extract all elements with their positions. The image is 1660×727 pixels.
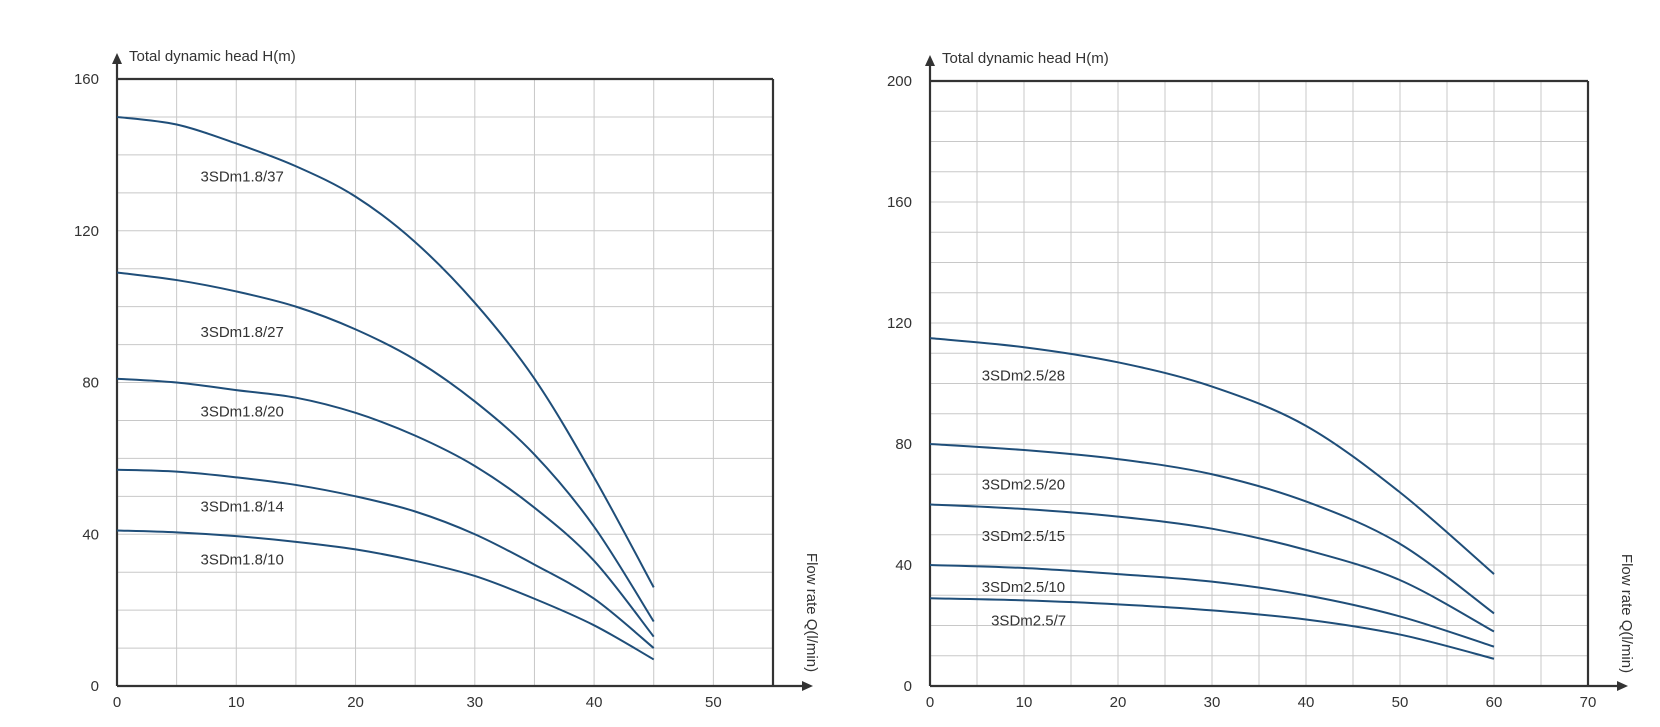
x-tick-label: 50: [705, 694, 722, 711]
x-tick-label: 0: [113, 694, 121, 711]
series-line: [116, 271, 655, 623]
y-tick-label: 40: [895, 557, 912, 574]
y-tick-label: 0: [91, 678, 99, 695]
x-tick-label: 20: [1110, 694, 1127, 711]
right-chart: 0 10 20 30 40 50 60 70 0 40 80 120 160 200 Total dynam…: [887, 50, 1635, 711]
x-tick-label: 60: [1486, 694, 1503, 711]
series-label: 3SDm2.5/7: [991, 613, 1066, 630]
x-axis-label: Flow rate Q(l/min): [803, 553, 820, 672]
x-axis-arrow-icon: [802, 681, 813, 691]
series-label: 3SDm2.5/20: [982, 476, 1065, 493]
x-tick-label: 70: [1580, 694, 1597, 711]
x-tick-label: 0: [926, 694, 934, 711]
x-axis-label: Flow rate Q(l/min): [1618, 554, 1635, 673]
series-label: 3SDm1.8/20: [200, 404, 283, 421]
y-axis-label: Total dynamic head H(m): [129, 48, 296, 65]
y-tick-label: 120: [887, 315, 912, 332]
x-tick-label: 50: [1392, 694, 1409, 711]
series-line: [116, 115, 655, 588]
series-line: [929, 443, 1495, 615]
y-tick-label: 160: [887, 194, 912, 211]
y-axis-label: Total dynamic head H(m): [942, 50, 1109, 67]
series-label: 3SDm2.5/10: [982, 579, 1065, 596]
y-tick-label: 40: [82, 526, 99, 543]
series-label: 3SDm1.8/14: [200, 498, 283, 515]
series-line: [116, 468, 655, 649]
y-tick-label: 80: [82, 375, 99, 392]
series-label: 3SDm2.5/28: [982, 367, 1065, 384]
series-label: 3SDm2.5/15: [982, 528, 1065, 545]
series-label: 3SDm1.8/27: [200, 324, 283, 341]
series-label: 3SDm1.8/10: [200, 552, 283, 569]
left-chart: 0 10 20 30 40 50 0 40 80 120 160 Total dynamic head…: [74, 48, 820, 711]
grid: [930, 81, 1588, 686]
y-tick-label: 0: [904, 678, 912, 695]
series-label: 3SDm1.8/37: [200, 168, 283, 185]
x-axis-arrow-icon: [1617, 681, 1628, 691]
x-tick-label: 10: [1016, 694, 1033, 711]
x-tick-label: 20: [347, 694, 364, 711]
y-tick-label: 200: [887, 73, 912, 90]
series-line: [929, 337, 1495, 575]
series-line: [116, 377, 655, 638]
x-tick-label: 40: [1298, 694, 1315, 711]
y-tick-label: 160: [74, 71, 99, 88]
series-line: [116, 529, 655, 661]
y-tick-label: 80: [895, 436, 912, 453]
series-line: [929, 564, 1495, 648]
series-line: [929, 503, 1495, 633]
x-tick-label: 40: [586, 694, 603, 711]
y-axis-arrow-icon: [925, 55, 935, 66]
series-line: [929, 597, 1495, 660]
y-axis-arrow-icon: [112, 53, 122, 64]
y-tick-label: 120: [74, 223, 99, 240]
x-tick-label: 30: [1204, 694, 1221, 711]
grid: [117, 79, 773, 686]
x-tick-label: 10: [228, 694, 245, 711]
x-tick-label: 30: [466, 694, 483, 711]
